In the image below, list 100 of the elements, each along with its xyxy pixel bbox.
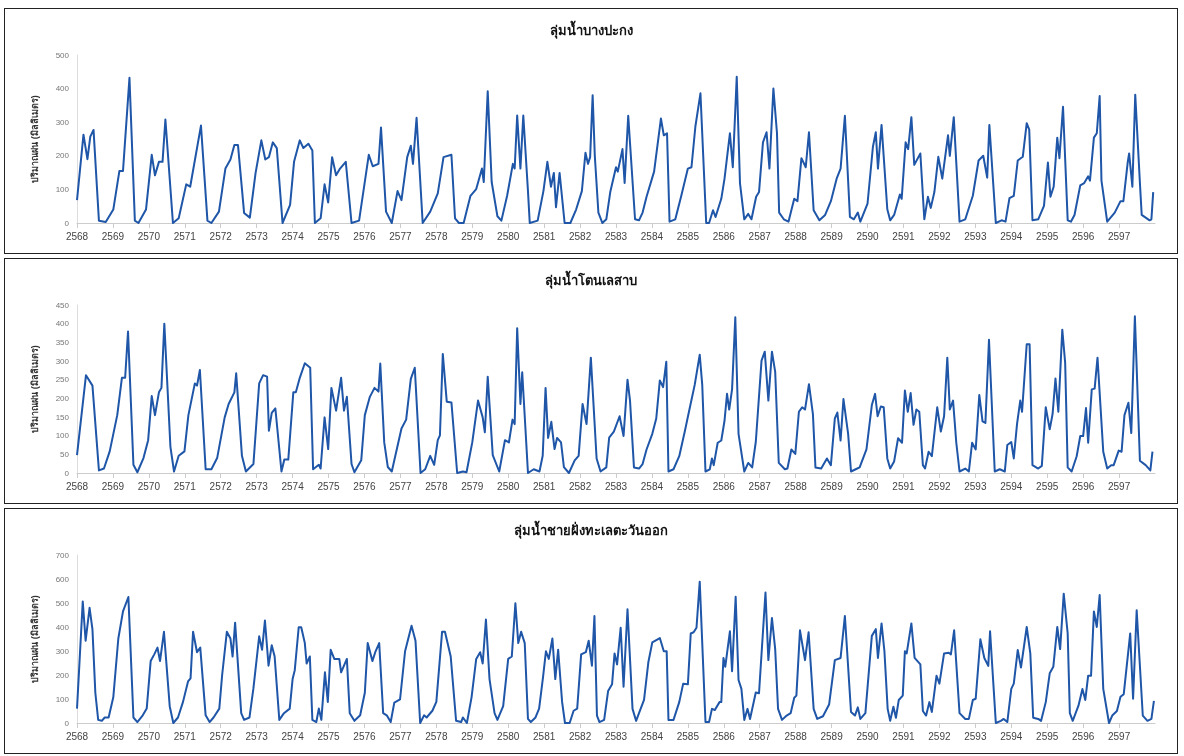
x-tick-label: 2582	[568, 480, 592, 492]
x-tick-label: 2568	[65, 230, 89, 242]
y-tick-label: 300	[55, 646, 70, 656]
x-tick-label: 2579	[461, 230, 484, 242]
x-tick-label: 2572	[209, 480, 233, 492]
y-tick-label: 300	[55, 356, 70, 366]
y-tick-label: 100	[55, 184, 70, 194]
x-tick-label: 2582	[568, 730, 592, 742]
y-tick-label: 200	[55, 151, 70, 161]
y-tick-label: 300	[55, 117, 70, 127]
x-tick-label: 2589	[820, 730, 844, 742]
x-tick-label: 2590	[856, 730, 880, 742]
y-tick-label: 0	[64, 468, 70, 478]
x-tick-label: 2585	[676, 480, 700, 492]
x-tick-label: 2589	[820, 230, 844, 242]
x-tick-label: 2578	[425, 480, 448, 492]
x-tick-label: 2571	[173, 480, 197, 492]
x-tick-label: 2581	[533, 480, 556, 492]
y-axis-title: ปริมาณฝน (มิลลิเมตร)	[29, 595, 40, 683]
y-tick-label: 200	[55, 670, 70, 680]
x-tick-label: 2575	[317, 730, 341, 742]
y-tick-label: 450	[55, 300, 70, 310]
x-tick-label: 2593	[964, 230, 987, 242]
x-tick-label: 2570	[137, 230, 161, 242]
x-tick-label: 2576	[353, 230, 377, 242]
x-tick-label: 2579	[461, 730, 484, 742]
y-tick-label: 200	[55, 393, 70, 403]
x-tick-label: 2596	[1072, 230, 1095, 242]
chart-title: ลุ่มน้ำบางปะกง	[549, 20, 633, 39]
x-tick-label: 2590	[856, 230, 880, 242]
y-tick-label: 50	[60, 449, 70, 459]
x-tick-label: 2584	[640, 480, 664, 492]
x-tick-label: 2574	[281, 480, 305, 492]
x-tick-label: 2570	[137, 480, 161, 492]
x-tick-label: 2575	[317, 480, 341, 492]
x-tick-label: 2587	[748, 230, 772, 242]
x-tick-label: 2589	[820, 480, 844, 492]
x-tick-label: 2572	[209, 730, 233, 742]
x-tick-label: 2597	[1107, 480, 1131, 492]
y-tick-label: 400	[55, 84, 70, 94]
x-tick-label: 2584	[640, 730, 664, 742]
x-tick-label: 2595	[1036, 480, 1059, 492]
chart-title: ลุ่มน้ำโตนเลสาบ	[545, 270, 637, 289]
y-tick-label: 400	[55, 622, 70, 632]
x-tick-label: 2580	[497, 230, 520, 242]
x-tick-label: 2585	[676, 230, 700, 242]
x-tick-label: 2583	[604, 730, 628, 742]
x-tick-label: 2571	[173, 730, 197, 742]
x-tick-label: 2583	[604, 230, 628, 242]
x-tick-label: 2592	[928, 730, 951, 742]
x-tick-label: 2592	[928, 480, 951, 492]
x-tick-label: 2593	[964, 480, 987, 492]
y-tick-label: 600	[55, 574, 70, 584]
x-tick-label: 2586	[712, 730, 736, 742]
x-tick-label: 2576	[353, 730, 377, 742]
x-tick-label: 2569	[101, 730, 125, 742]
x-tick-label: 2572	[209, 230, 233, 242]
chart-title: ลุ่มน้ำชายฝั่งทะเลตะวันออก	[514, 520, 668, 539]
x-tick-label: 2578	[425, 230, 448, 242]
x-tick-label: 2595	[1036, 230, 1059, 242]
x-tick-label: 2595	[1036, 730, 1059, 742]
x-tick-label: 2584	[640, 230, 664, 242]
x-tick-label: 2594	[1000, 230, 1023, 242]
x-tick-label: 2577	[389, 480, 412, 492]
x-tick-label: 2568	[65, 730, 89, 742]
y-tick-label: 0	[64, 718, 70, 728]
x-tick-label: 2597	[1107, 230, 1131, 242]
x-tick-label: 2586	[712, 480, 736, 492]
x-tick-label: 2588	[784, 230, 808, 242]
y-tick-label: 700	[55, 550, 70, 560]
x-tick-label: 2583	[604, 480, 628, 492]
x-tick-label: 2569	[101, 230, 125, 242]
x-tick-label: 2591	[892, 230, 916, 242]
x-tick-label: 2587	[748, 730, 772, 742]
x-tick-label: 2585	[676, 730, 700, 742]
x-tick-label: 2594	[1000, 480, 1023, 492]
x-tick-label: 2577	[389, 730, 412, 742]
x-tick-label: 2590	[856, 480, 880, 492]
x-tick-label: 2597	[1107, 730, 1131, 742]
y-tick-label: 250	[55, 375, 70, 385]
x-tick-label: 2571	[173, 230, 197, 242]
x-tick-label: 2574	[281, 730, 305, 742]
x-tick-label: 2569	[101, 480, 125, 492]
x-tick-label: 2588	[784, 480, 808, 492]
x-tick-label: 2591	[892, 730, 916, 742]
y-tick-label: 400	[55, 319, 70, 329]
x-tick-label: 2596	[1072, 730, 1095, 742]
x-tick-label: 2586	[712, 230, 736, 242]
x-tick-label: 2580	[497, 480, 520, 492]
x-tick-label: 2594	[1000, 730, 1023, 742]
x-tick-label: 2592	[928, 230, 951, 242]
x-tick-label: 2581	[533, 230, 556, 242]
x-tick-label: 2581	[533, 730, 556, 742]
x-tick-label: 2580	[497, 730, 520, 742]
x-tick-label: 2577	[389, 230, 412, 242]
y-tick-label: 500	[55, 598, 70, 608]
x-tick-label: 2588	[784, 730, 808, 742]
y-tick-label: 150	[55, 412, 70, 422]
x-tick-label: 2575	[317, 230, 341, 242]
x-tick-label: 2587	[748, 480, 772, 492]
